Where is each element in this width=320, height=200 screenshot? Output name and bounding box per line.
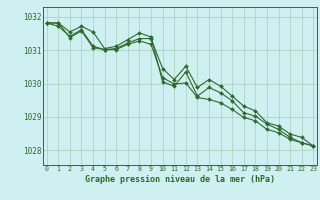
X-axis label: Graphe pression niveau de la mer (hPa): Graphe pression niveau de la mer (hPa) (85, 175, 275, 184)
